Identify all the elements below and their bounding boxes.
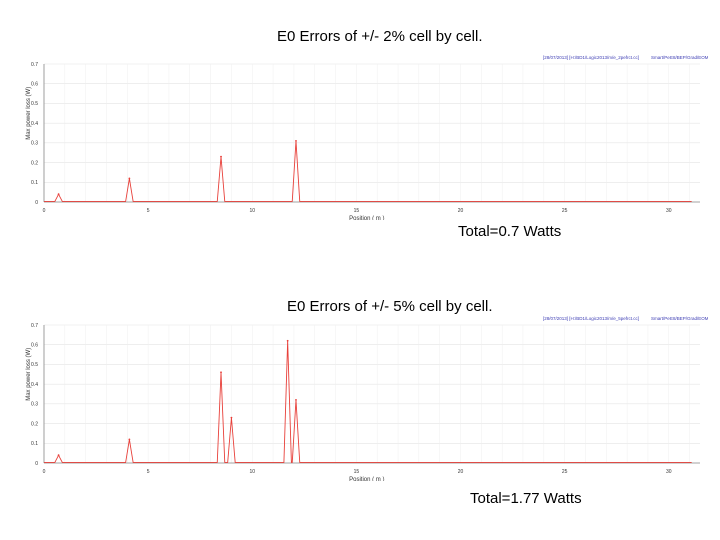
y-tick-label: 0.6 — [31, 343, 38, 349]
y-tick-label: 0.1 — [31, 180, 38, 186]
peak-point — [128, 438, 131, 441]
total-label-bottom: Total=1.77 Watts — [470, 490, 582, 507]
x-tick-label: 10 — [249, 208, 255, 214]
y-tick-label: 0.6 — [31, 82, 38, 88]
chart-header-mode: Smart/Pe — [651, 55, 670, 60]
y-tick-label: 0.7 — [31, 323, 38, 329]
x-tick-label: 0 — [43, 469, 46, 475]
peak-point — [286, 339, 289, 342]
peak-point — [57, 193, 60, 196]
x-tick-label: 30 — [666, 469, 672, 475]
x-tick-label: 25 — [562, 469, 568, 475]
y-tick-label: 0 — [35, 461, 38, 467]
chart-header-id: E8/BEP/Grad/EOM — [670, 316, 708, 321]
y-tick-label: 0.3 — [31, 402, 38, 408]
chart-title-bottom: E0 Errors of +/- 5% cell by cell. — [287, 298, 493, 315]
peak-point — [220, 155, 222, 158]
peak-point — [57, 454, 60, 457]
y-tick-label: 0 — [35, 200, 38, 206]
x-axis-label: Position ( m ) — [349, 477, 384, 481]
peak-point — [230, 416, 233, 419]
y-tick-label: 0.5 — [31, 101, 38, 107]
peak-point — [295, 139, 297, 142]
x-tick-label: 10 — [249, 469, 255, 475]
peak-point — [295, 399, 297, 401]
peak-point — [220, 371, 222, 374]
chart-top-svg: [28/07/2013] [H:/BD1/Logic2013/m/e_2pefr… — [26, 55, 708, 220]
chart-bottom: [28/07/2013] [H:/BD1/Logic2013/m/e_5pefr… — [18, 313, 708, 481]
y-tick-label: 0.1 — [31, 441, 38, 447]
x-tick-label: 5 — [147, 469, 150, 475]
y-tick-label: 0.2 — [31, 160, 38, 166]
y-tick-label: 0.4 — [31, 121, 38, 127]
chart-bottom-svg: [28/07/2013] [H:/BD1/Logic2013/m/e_5pefr… — [26, 316, 708, 481]
x-tick-label: 30 — [666, 208, 672, 214]
y-tick-label: 0.2 — [31, 421, 38, 427]
chart-top: [28/07/2013] [H:/BD1/Logic2013/m/e_2pefr… — [18, 52, 708, 220]
x-tick-label: 0 — [43, 208, 46, 214]
chart-header-path: [28/07/2013] [H:/BD1/Logic2013/m/e_5pefr… — [543, 316, 639, 321]
y-axis-label: Max power loss (W) — [26, 87, 32, 140]
y-axis-label: Max power loss (W) — [26, 348, 32, 401]
x-tick-label: 5 — [147, 208, 150, 214]
total-label-top: Total=0.7 Watts — [458, 223, 562, 240]
chart-header-id: E8/BEP/Grad/EOM — [670, 55, 708, 60]
series-line — [44, 340, 692, 463]
chart-header-mode: Smart/Pe — [651, 316, 670, 321]
chart-header-path: [28/07/2013] [H:/BD1/Logic2013/m/e_2pefr… — [543, 55, 639, 60]
series-line — [44, 140, 692, 202]
x-tick-label: 20 — [458, 208, 464, 214]
y-tick-label: 0.3 — [31, 141, 38, 147]
y-tick-label: 0.4 — [31, 382, 38, 388]
y-tick-label: 0.7 — [31, 62, 38, 68]
x-tick-label: 25 — [562, 208, 568, 214]
chart-title-top: E0 Errors of +/- 2% cell by cell. — [277, 28, 483, 45]
x-tick-label: 15 — [354, 469, 360, 475]
x-tick-label: 15 — [354, 208, 360, 214]
peak-point — [128, 177, 131, 180]
x-axis-label: Position ( m ) — [349, 216, 384, 220]
x-tick-label: 20 — [458, 469, 464, 475]
y-tick-label: 0.5 — [31, 362, 38, 368]
